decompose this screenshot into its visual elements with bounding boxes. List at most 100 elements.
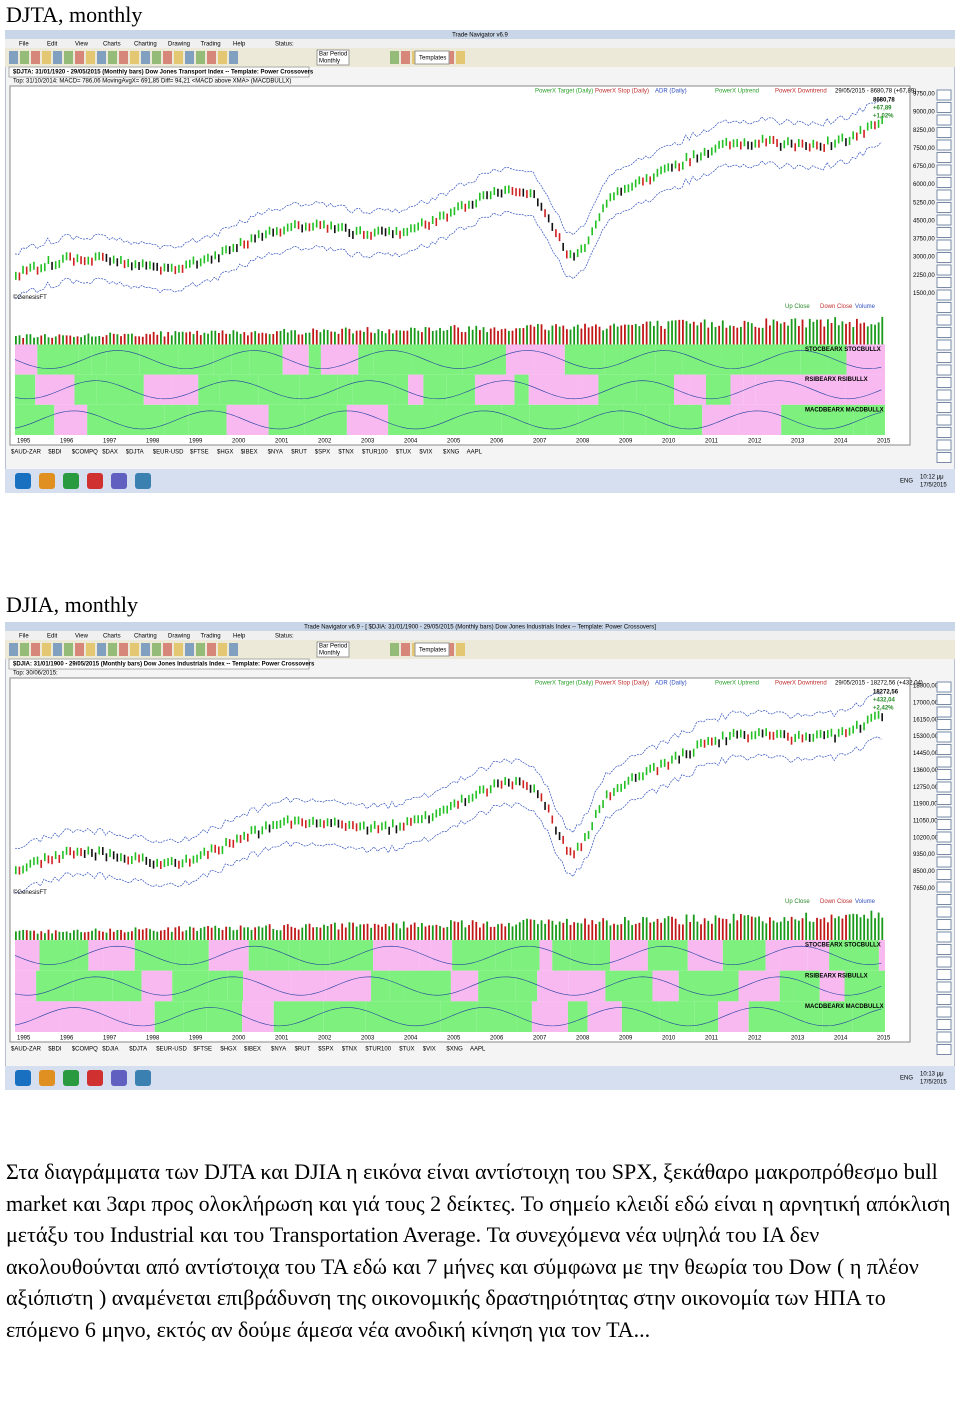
price-bar — [823, 143, 825, 152]
price-bar — [866, 122, 869, 131]
volume-bar — [323, 329, 325, 345]
volume-bar — [747, 321, 750, 345]
price-bar — [138, 261, 140, 270]
legend-item: 29/05/2015 - 8680,78 (+67,89) — [835, 89, 916, 95]
price-bar — [395, 226, 398, 235]
signal-band — [423, 374, 447, 405]
side-icon — [936, 277, 952, 288]
price-bar — [859, 126, 862, 135]
volume-bar — [533, 919, 536, 941]
price-bar — [178, 860, 180, 869]
volume-bar — [286, 332, 289, 345]
volume-bar — [685, 321, 688, 345]
last-value: +432,04 — [873, 698, 896, 704]
legend-item: PowerX Uptrend — [715, 681, 759, 687]
volume-bar — [605, 920, 608, 941]
price-bar — [725, 737, 728, 746]
price-bar — [616, 784, 619, 793]
price-bar — [102, 847, 104, 856]
price-tick: 5250,00 — [913, 200, 935, 206]
year-label: 1999 — [189, 1036, 203, 1042]
volume-bar — [15, 931, 17, 941]
volume-bar — [808, 318, 811, 345]
menu-item: Charts — [103, 634, 121, 640]
volume-bar — [228, 333, 231, 345]
volume-bar — [272, 333, 275, 345]
price-bar — [127, 856, 129, 865]
volume-bar — [653, 921, 655, 941]
volume-bar — [170, 335, 173, 345]
signal-band — [516, 404, 530, 435]
side-icon — [936, 377, 952, 388]
volume-bar — [587, 327, 590, 345]
symbol-tab: $DJTA — [126, 450, 144, 456]
side-icon — [936, 177, 952, 188]
price-bar — [421, 218, 423, 227]
volume-bar — [326, 925, 329, 941]
price-bar — [663, 758, 666, 767]
price-bar — [268, 824, 271, 833]
side-icon — [936, 152, 952, 163]
volume-legend: Down Close — [820, 304, 853, 310]
price-bar — [580, 843, 583, 852]
volume-bar — [91, 930, 93, 941]
price-bar — [569, 250, 572, 259]
symbol-tab: $HGX — [217, 450, 233, 456]
price-bar — [355, 823, 358, 832]
chart-header: $DJTA: 31/01/1920 - 29/05/2015 (Monthly … — [13, 70, 314, 76]
price-bar — [808, 733, 811, 742]
volume-bar — [102, 336, 104, 345]
volume-bar — [562, 325, 565, 345]
price-bar — [714, 144, 717, 153]
signal-band — [39, 940, 77, 971]
volume-bar — [384, 923, 387, 941]
signal-band — [844, 970, 885, 1002]
price-bar — [261, 826, 264, 835]
volume-bar — [232, 930, 235, 941]
volume-bar — [783, 917, 786, 941]
year-label: 2002 — [318, 439, 332, 445]
price-bar — [790, 139, 793, 148]
volume-bar — [660, 922, 663, 941]
signal-band — [800, 344, 829, 375]
volume-bar — [616, 924, 619, 941]
signal-band — [320, 344, 359, 375]
price-bar — [638, 772, 641, 781]
year-label: 1995 — [17, 1036, 31, 1042]
volume-bar — [790, 318, 793, 345]
volume-bar — [47, 929, 50, 941]
toolbar-icon — [97, 51, 106, 64]
volume-bar — [870, 910, 873, 941]
symbol-tab: $TUX — [399, 1047, 414, 1053]
price-bar — [247, 240, 249, 249]
indicator-line — [14, 976, 882, 996]
toolbar-icon — [31, 643, 40, 656]
price-bar — [537, 198, 539, 207]
volume-bar — [718, 917, 721, 941]
price-bar — [131, 262, 133, 271]
toolbar-icon — [196, 643, 205, 656]
price-bar — [308, 223, 311, 232]
signal-band — [74, 374, 97, 405]
signal-band — [474, 374, 515, 405]
price-bar — [558, 233, 561, 242]
volume-bar — [112, 931, 115, 941]
price-bar — [482, 785, 485, 794]
toolbar-icon — [174, 51, 183, 64]
price-bar — [160, 861, 162, 870]
signal-band — [273, 1001, 324, 1032]
price-tick: 7500,00 — [913, 146, 935, 152]
volume-bar — [671, 320, 673, 345]
volume-bar — [363, 924, 365, 941]
volume-bar — [750, 323, 753, 345]
volume-bar — [852, 327, 855, 345]
price-bar — [493, 779, 496, 788]
symbol-tab: AAPL — [467, 450, 483, 456]
price-bar — [540, 202, 543, 211]
price-bar — [787, 137, 789, 146]
volume-bar — [555, 324, 557, 345]
signal-band — [705, 374, 731, 405]
volume-bar — [471, 920, 474, 941]
price-bar — [131, 856, 133, 865]
year-label: 1997 — [103, 439, 117, 445]
